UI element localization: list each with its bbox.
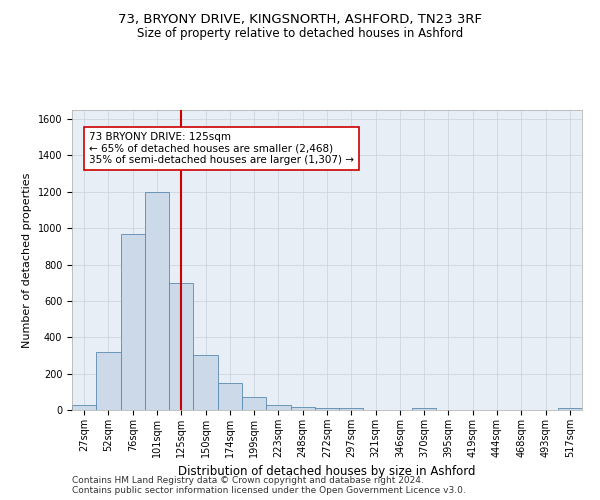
Text: 73 BRYONY DRIVE: 125sqm
← 65% of detached houses are smaller (2,468)
35% of semi: 73 BRYONY DRIVE: 125sqm ← 65% of detache… <box>89 132 354 165</box>
Bar <box>339 408 364 410</box>
Text: 73, BRYONY DRIVE, KINGSNORTH, ASHFORD, TN23 3RF: 73, BRYONY DRIVE, KINGSNORTH, ASHFORD, T… <box>118 12 482 26</box>
Bar <box>266 406 290 410</box>
Bar <box>72 404 96 410</box>
Bar <box>145 192 169 410</box>
Text: Contains HM Land Registry data © Crown copyright and database right 2024.: Contains HM Land Registry data © Crown c… <box>72 476 424 485</box>
Bar <box>412 408 436 410</box>
Bar <box>315 408 339 410</box>
Bar <box>193 356 218 410</box>
Y-axis label: Number of detached properties: Number of detached properties <box>22 172 32 348</box>
Bar <box>96 352 121 410</box>
Text: Contains public sector information licensed under the Open Government Licence v3: Contains public sector information licen… <box>72 486 466 495</box>
Bar <box>218 382 242 410</box>
Bar <box>169 282 193 410</box>
Bar <box>242 398 266 410</box>
X-axis label: Distribution of detached houses by size in Ashford: Distribution of detached houses by size … <box>178 466 476 478</box>
Bar <box>290 408 315 410</box>
Bar <box>121 234 145 410</box>
Bar <box>558 408 582 410</box>
Text: Size of property relative to detached houses in Ashford: Size of property relative to detached ho… <box>137 28 463 40</box>
